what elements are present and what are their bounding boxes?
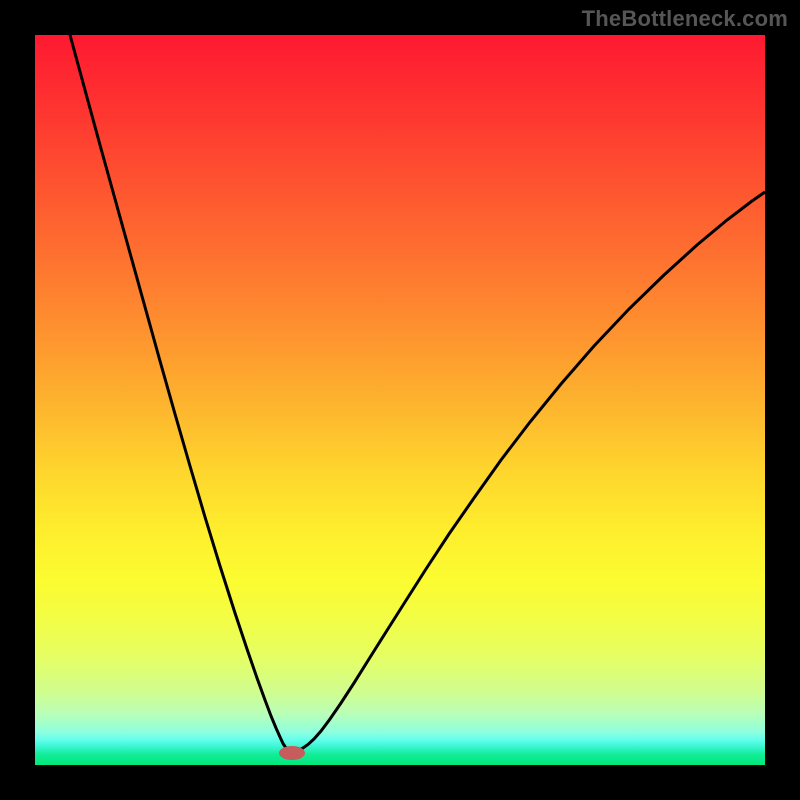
plot-area — [35, 35, 765, 765]
watermark-label: TheBottleneck.com — [582, 6, 788, 32]
frame-border-right — [765, 0, 800, 800]
chart-frame: TheBottleneck.com — [0, 0, 800, 800]
frame-border-bottom — [0, 765, 800, 800]
gradient-background — [35, 35, 765, 765]
frame-border-left — [0, 0, 35, 800]
optimum-marker — [279, 746, 305, 760]
plot-svg — [35, 35, 765, 765]
